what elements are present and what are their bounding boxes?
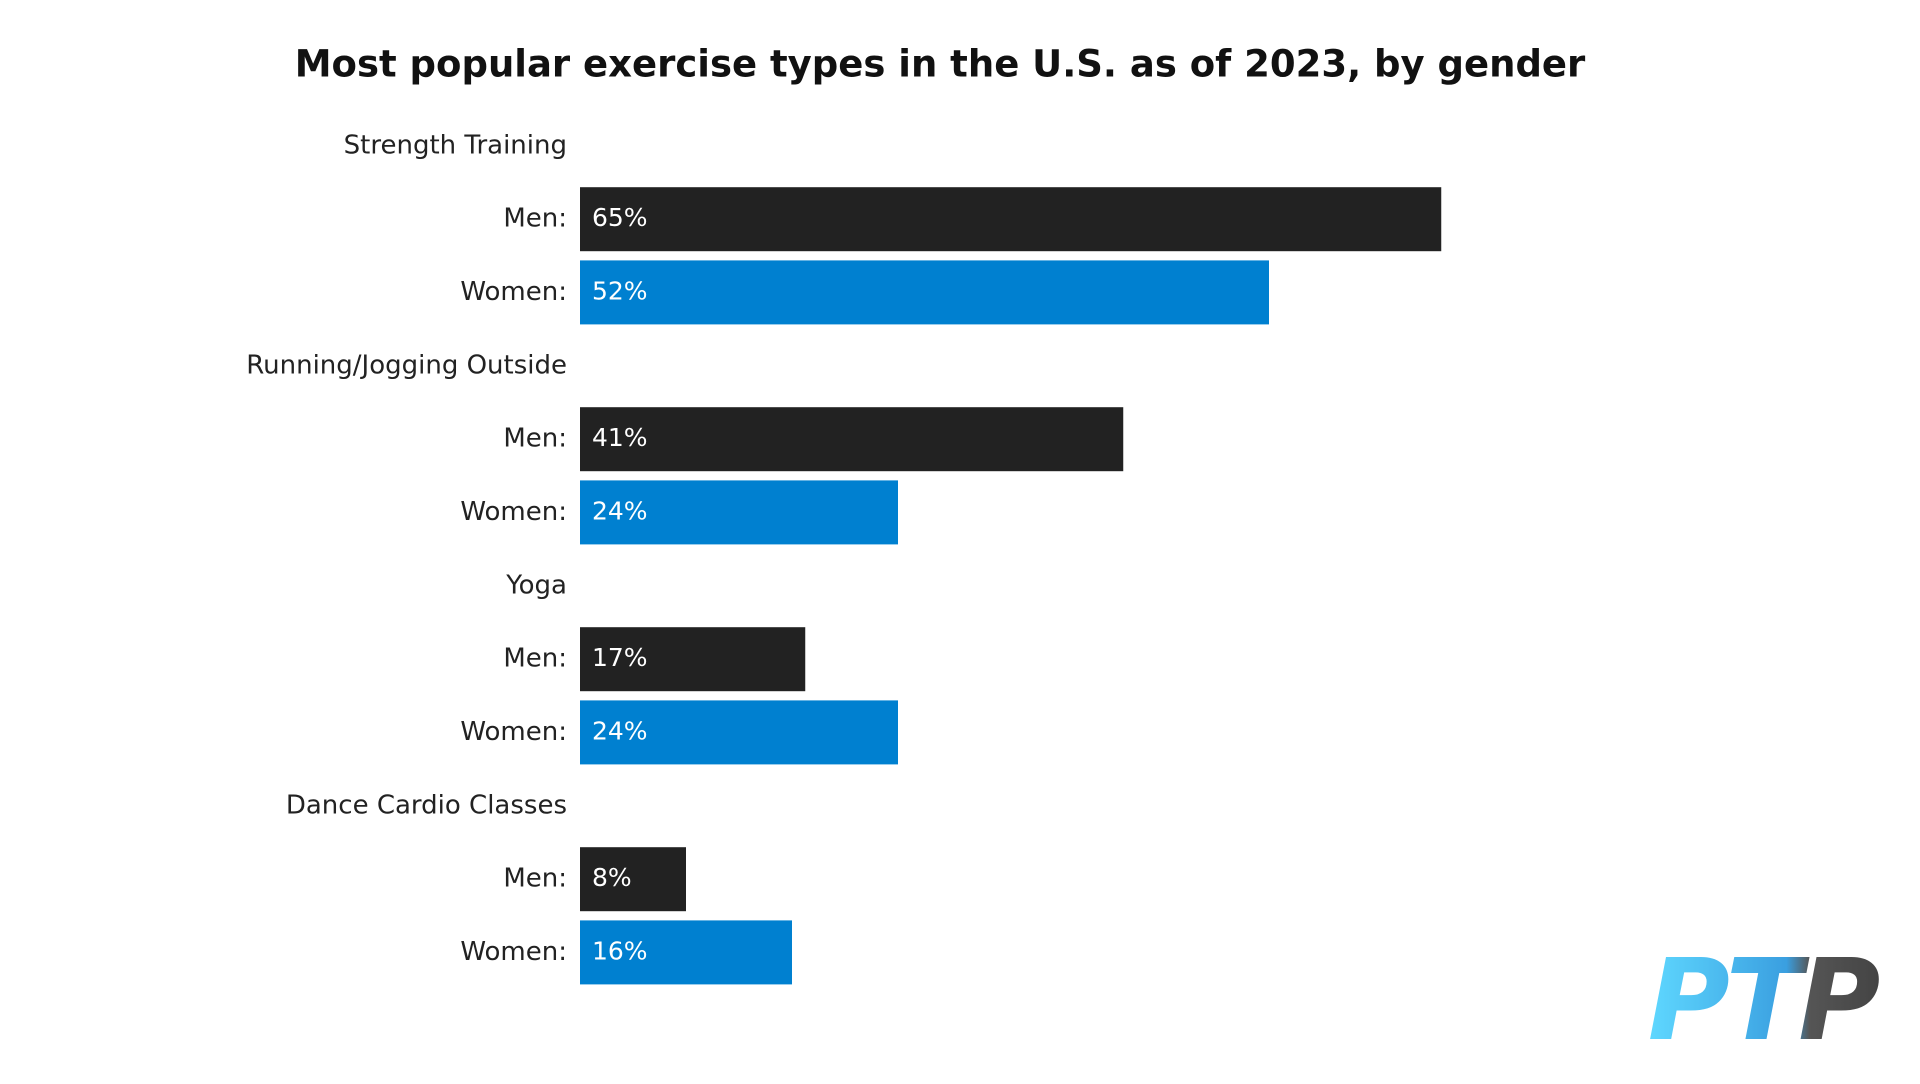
series-label: Women: xyxy=(460,937,567,967)
bar xyxy=(580,847,686,912)
series-label: Men: xyxy=(503,424,567,454)
value-label: 52% xyxy=(592,276,648,305)
bar xyxy=(580,407,1124,472)
series-label: Women: xyxy=(460,717,567,747)
bar xyxy=(580,920,792,985)
category-label: Yoga xyxy=(505,571,567,601)
category-label: Dance Cardio Classes xyxy=(286,791,567,821)
value-label: 41% xyxy=(592,423,648,452)
bar xyxy=(580,700,898,765)
value-label: 8% xyxy=(592,863,632,892)
value-label: 24% xyxy=(592,496,648,525)
value-label: 16% xyxy=(592,936,648,965)
chart-title: Most popular exercise types in the U.S. … xyxy=(295,43,1586,86)
bar xyxy=(580,627,806,692)
series-label: Men: xyxy=(503,864,567,894)
logo: PTP xyxy=(1648,936,1879,1066)
category-label: Running/Jogging Outside xyxy=(246,351,567,381)
value-label: 24% xyxy=(592,716,648,745)
series-label: Men: xyxy=(503,644,567,674)
series-label: Women: xyxy=(460,497,567,527)
bar xyxy=(580,260,1269,325)
bar xyxy=(580,187,1442,252)
series-label: Women: xyxy=(460,277,567,307)
series-label: Men: xyxy=(503,204,567,234)
value-label: 17% xyxy=(592,643,648,672)
bar xyxy=(580,480,898,545)
category-label: Strength Training xyxy=(344,131,567,161)
value-label: 65% xyxy=(592,203,648,232)
